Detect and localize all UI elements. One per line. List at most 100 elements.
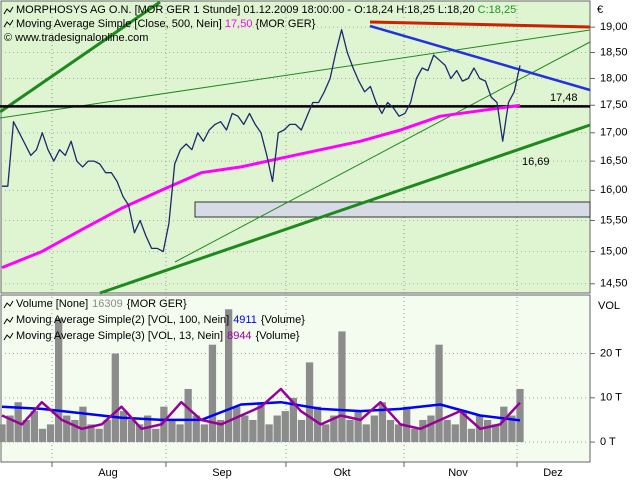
volume-bar: [289, 397, 298, 443]
y-tick-label: 19,00: [600, 21, 628, 33]
last-close: C:18,25: [478, 4, 517, 16]
volume-bar: [386, 419, 395, 443]
legend-entry: Moving Average Simple [Close, 500, Nein]…: [16, 18, 316, 30]
support-line: [99, 123, 591, 295]
volume-bar: [322, 424, 330, 443]
volume-bar: [241, 415, 249, 443]
volume-bar: [63, 415, 71, 443]
volume-bar: [176, 424, 184, 443]
volume-bar: [297, 419, 306, 443]
volume-bar: [168, 419, 176, 443]
volume-bar: [273, 415, 281, 443]
legend-entry: Moving Average Simple(3) [VOL, 13, Nein]…: [16, 330, 300, 342]
legend-name: Moving Average Simple(3) [VOL, 13, Nein]: [16, 330, 223, 342]
volume-bar: [184, 388, 192, 443]
trend-line: [0, 29, 591, 119]
y-tick-label: 18,50: [600, 46, 628, 58]
volume-bar: [354, 411, 362, 443]
volume-bar: [200, 424, 208, 443]
volume-bar: [346, 419, 354, 443]
volume-bar: [411, 428, 419, 443]
y-tick-label: 18,00: [600, 72, 628, 84]
volume-bar: [127, 419, 136, 443]
trend-line: [174, 41, 591, 263]
overlay: 17,48 16,69: [0, 29, 590, 269]
volume-bar: [314, 406, 322, 443]
x-tick-label: Dez: [543, 467, 563, 479]
volume-bar: [443, 419, 451, 443]
volume-bar: [467, 428, 476, 443]
volume-bar: [451, 424, 459, 443]
volume-bar: [22, 419, 30, 443]
volume-bar: [394, 424, 403, 443]
volume-bar: [500, 406, 508, 443]
volume-bar: [119, 411, 128, 443]
volume-bar: [305, 362, 314, 443]
volume-bar: [216, 419, 225, 443]
volume-bar: [95, 428, 103, 443]
volume-bar: [144, 415, 152, 443]
y-tick-label: 17,00: [600, 127, 628, 139]
volume-bar: [435, 344, 443, 443]
y-tick-label: 0 T: [600, 436, 616, 448]
legend-name: Moving Average Simple(2) [VOL, 100, Nein…: [16, 314, 229, 326]
volume-bar: [160, 406, 168, 443]
legend-entry: Volume [None] 16309 {MOR GER}: [16, 298, 187, 310]
volume-bar: [419, 419, 427, 443]
volume-bar: [192, 415, 200, 443]
legend-icon: [3, 332, 14, 341]
legend-suffix: {Volume}: [256, 330, 300, 342]
x-tick-label: Nov: [448, 467, 468, 479]
price-panel: [0, 0, 591, 294]
top-line: [369, 20, 591, 29]
resistance-line: [369, 24, 591, 92]
title-text: MORPHOSYS AG O.N. [MOR GER 1 Stunde] 01.…: [16, 4, 475, 16]
volume-bar: [71, 419, 79, 443]
series-line: [1, 400, 521, 422]
legend-icon: [3, 300, 14, 309]
annotation-label: 16,69: [522, 156, 550, 168]
legend-suffix: {Volume}: [261, 314, 305, 326]
volume-bar: [0, 424, 6, 443]
plot-layer: Aug Sep Okt Nov Dez 14,50 15,00 15,50 16,00 16,50…: [0, 1, 628, 479]
y-tick-label: 16,50: [600, 155, 628, 167]
volume-bar: [46, 424, 55, 443]
volume-bar: [249, 419, 257, 443]
y-tick-label: 15,00: [600, 246, 628, 258]
volume-bar: [38, 428, 47, 443]
y-tick-label: 16,00: [600, 184, 628, 196]
volume-bar: [370, 415, 378, 443]
currency: €: [597, 4, 603, 16]
y-tick-label: 15,50: [600, 214, 628, 226]
volume-bar: [516, 388, 524, 443]
legend-suffix: {MOR GER}: [256, 18, 316, 30]
legend-icon: [3, 19, 14, 28]
legend-suffix: {MOR GER}: [127, 298, 187, 310]
x-tick-label: Sep: [212, 467, 232, 479]
volume-bar: [338, 331, 346, 443]
volume-bar: [224, 309, 233, 443]
volume-bar: [459, 411, 467, 443]
legend-icon: [3, 316, 14, 325]
volume-bar: [330, 415, 338, 443]
volume-bar: [87, 424, 95, 443]
volume-bar: [427, 415, 435, 443]
series-line: [1, 387, 521, 431]
series-line: [1, 103, 521, 269]
legend-last-label: 16309: [92, 298, 123, 310]
x-tick-label: Okt: [333, 467, 350, 479]
volume-bar: [103, 419, 111, 443]
x-tick-label: Aug: [98, 467, 118, 479]
volume-bar: [362, 424, 370, 443]
y-tick-label: 17,50: [600, 99, 628, 111]
volume-legend: Volume [None] 16309 {MOR GER} Moving Averag…: [3, 298, 305, 342]
legend-value: 17,50: [225, 18, 253, 30]
y-axis-label: VOL: [598, 300, 620, 312]
volume-bar: [79, 406, 87, 443]
volume-bar: [403, 406, 411, 443]
legend-icon: [3, 6, 14, 15]
zone-box: [194, 201, 591, 218]
y-tick-label: 14,50: [600, 278, 628, 290]
volume-bar: [233, 406, 241, 443]
